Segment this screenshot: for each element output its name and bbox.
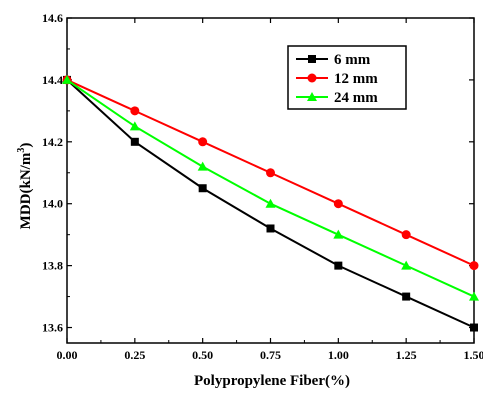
y-tick-label: 13.6: [42, 321, 63, 335]
data-point-24-mm: [266, 199, 276, 208]
data-point-12-mm: [130, 106, 139, 115]
data-point-12-mm: [266, 168, 275, 177]
data-point-12-mm: [402, 230, 411, 239]
legend-label-6-mm: 6 mm: [334, 52, 371, 68]
data-point-6-mm: [402, 293, 410, 301]
x-tick-label: 0.00: [57, 348, 78, 362]
plot-border: [67, 18, 474, 343]
y-tick-label: 14.6: [42, 11, 63, 25]
y-axis-title: MDD(kN/m3): [16, 143, 34, 230]
data-point-6-mm: [267, 224, 275, 232]
y-tick-label: 13.8: [42, 259, 63, 273]
legend-label-24-mm: 24 mm: [334, 90, 378, 106]
x-axis-title: Polypropylene Fiber(%): [194, 373, 350, 389]
data-point-6-mm: [470, 324, 478, 332]
series-24-mm: [62, 75, 479, 301]
data-point-12-mm: [334, 199, 343, 208]
y-axis-title-close: ): [18, 143, 34, 148]
data-point-24-mm: [130, 121, 140, 130]
y-axis-ticks: 13.6 13.8 14.0 14.2 14.4 14.6: [42, 11, 474, 335]
x-tick-label: 0.75: [260, 348, 281, 362]
series-line-24-mm: [67, 80, 474, 297]
x-tick-label: 1.25: [396, 348, 417, 362]
y-tick-label: 14.0: [42, 197, 63, 211]
legend-marker-12-mm: [308, 74, 317, 83]
x-tick-label: 0.50: [192, 348, 213, 362]
plot-frame: [67, 18, 474, 343]
x-tick-label: 0.25: [124, 348, 145, 362]
series-layer: [62, 75, 479, 332]
data-point-12-mm: [470, 261, 479, 270]
series-12-mm: [63, 75, 479, 270]
data-point-24-mm: [198, 162, 208, 171]
data-point-12-mm: [198, 137, 207, 146]
legend-label-12-mm: 12 mm: [334, 71, 378, 87]
x-axis-ticks: 0.00 0.25 0.50 0.75 1.00 1.25 1.50: [57, 18, 483, 362]
data-point-6-mm: [199, 184, 207, 192]
data-point-6-mm: [334, 262, 342, 270]
x-tick-label: 1.00: [328, 348, 349, 362]
y-tick-label: 14.2: [42, 135, 63, 149]
y-axis-title-main: MDD(kN/m: [18, 152, 34, 229]
data-point-6-mm: [131, 138, 139, 146]
legend: 6 mm 12 mm 24 mm: [288, 46, 406, 109]
y-tick-label: 14.4: [42, 73, 63, 87]
x-tick-label: 1.50: [464, 348, 483, 362]
legend-marker-6-mm: [308, 55, 316, 63]
